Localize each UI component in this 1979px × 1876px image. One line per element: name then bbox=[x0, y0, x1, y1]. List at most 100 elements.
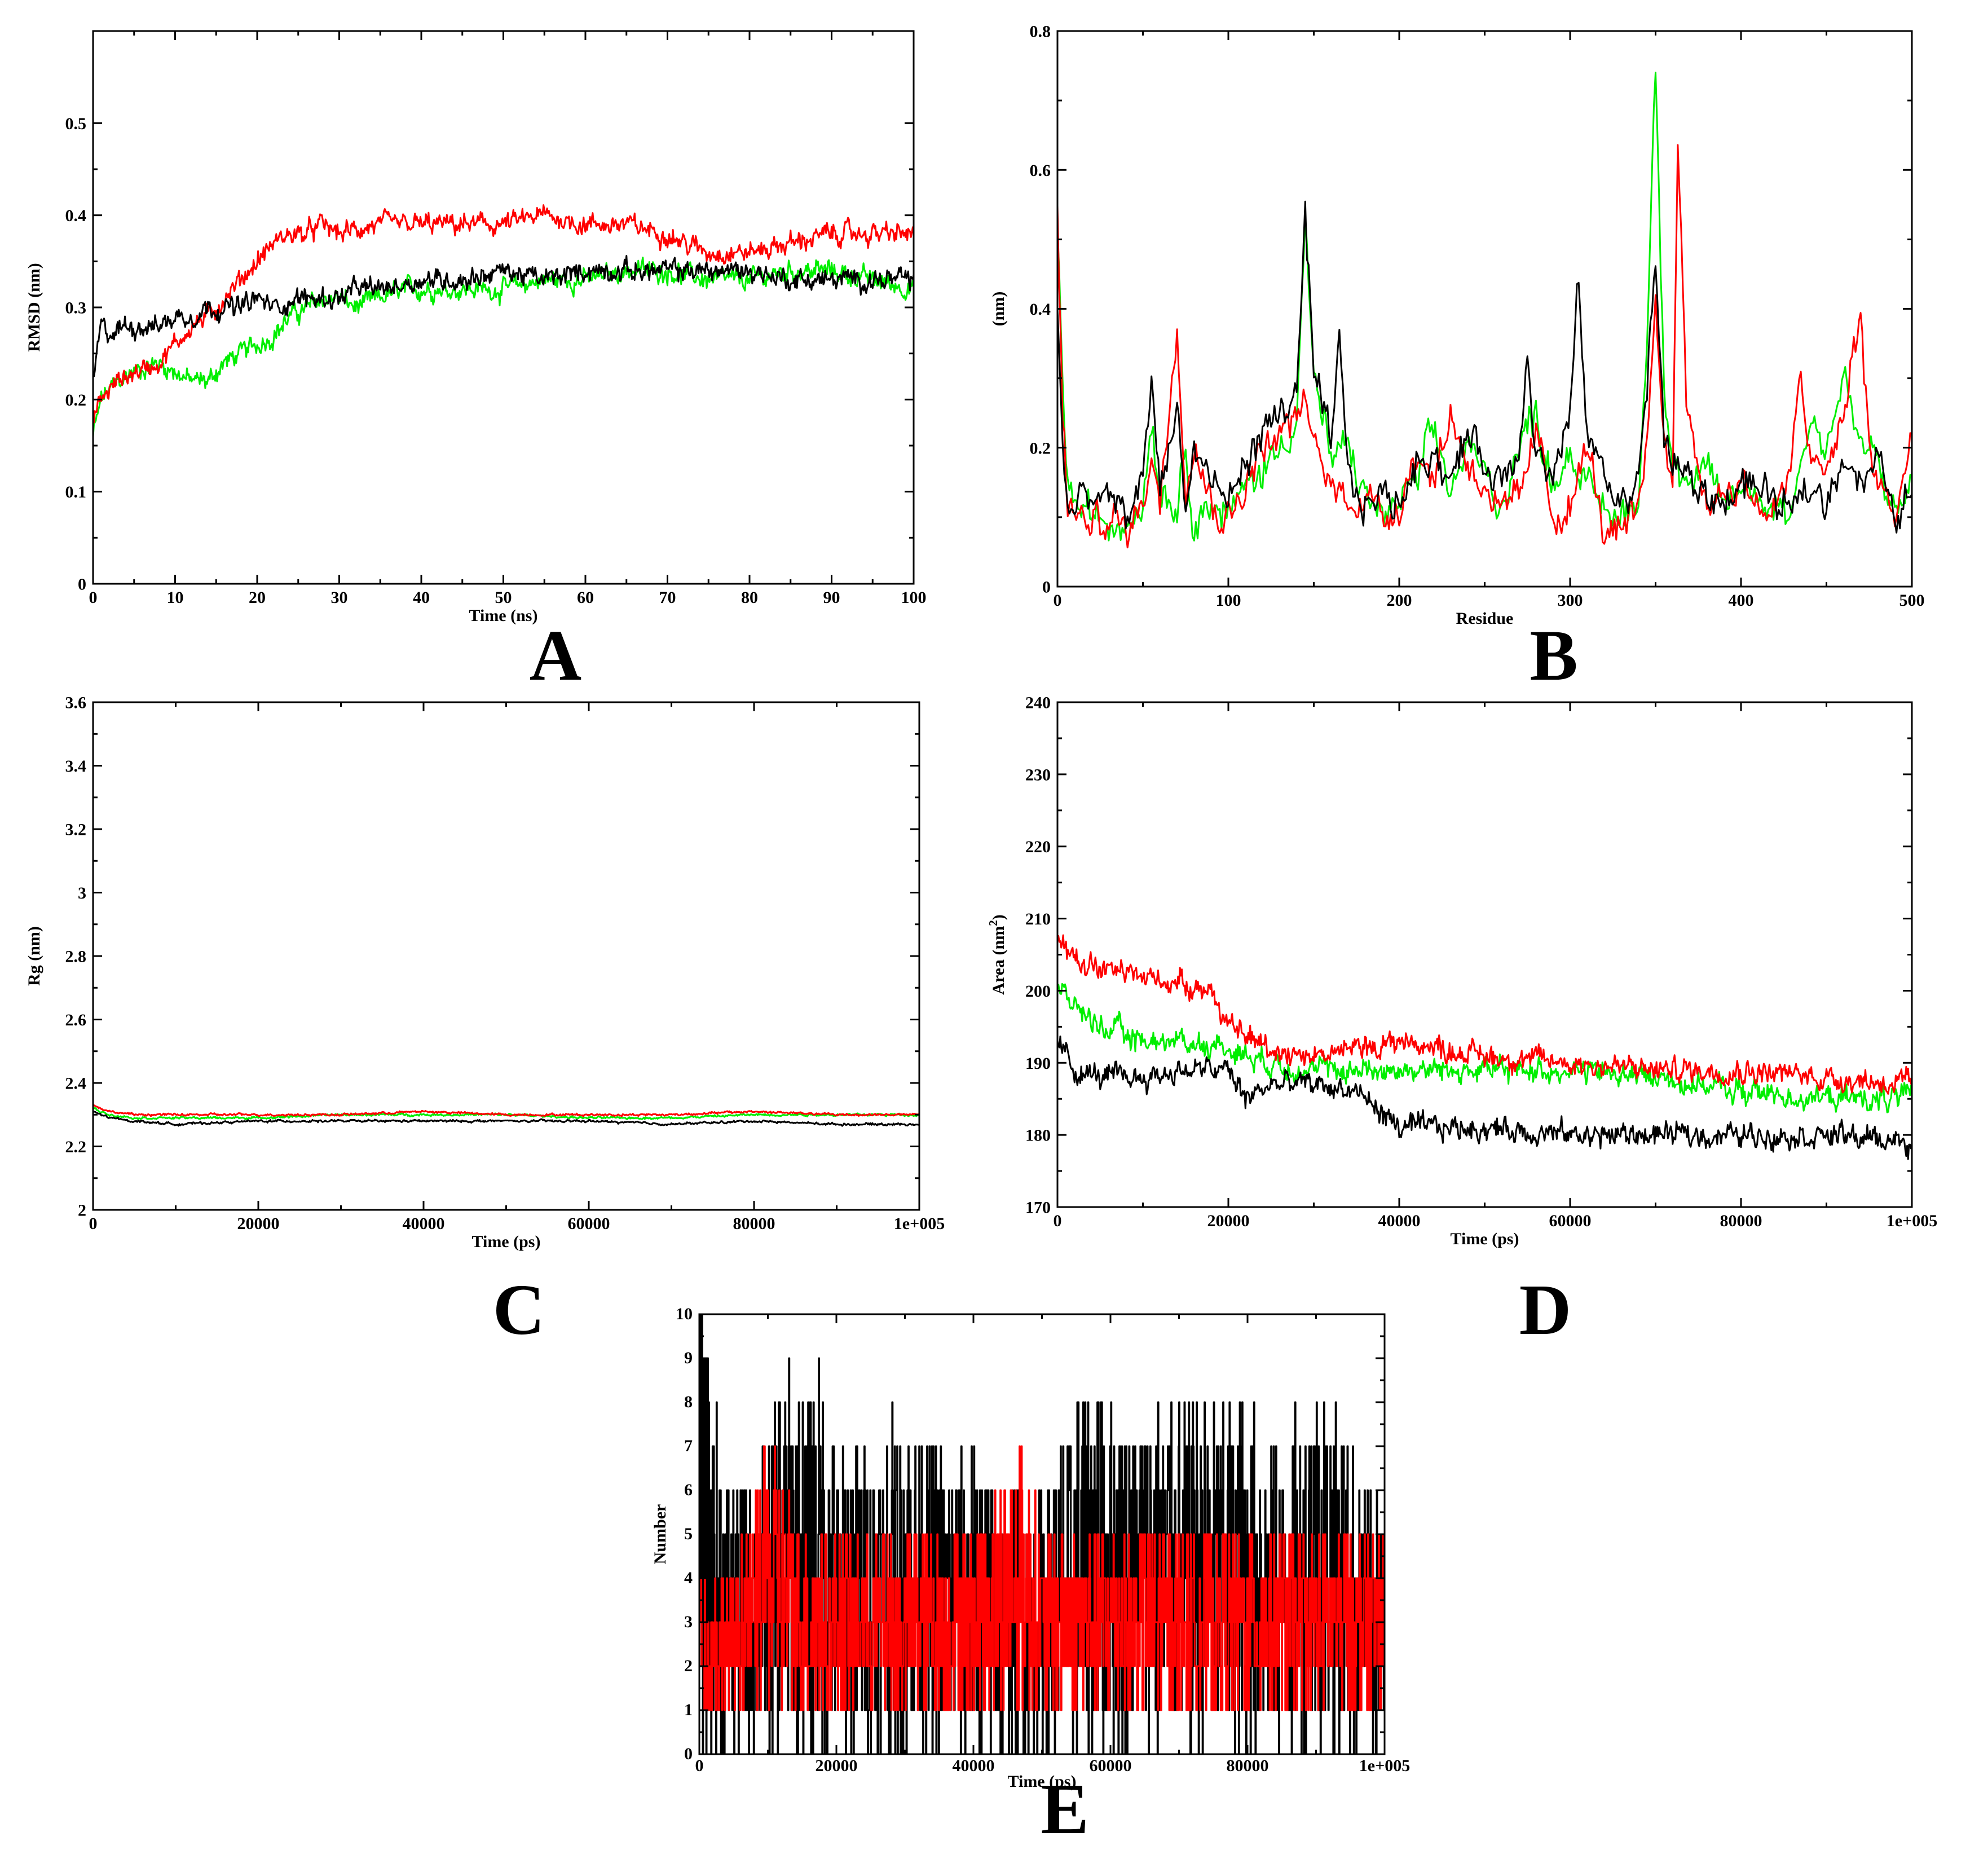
y-tick-label: 190 bbox=[1025, 1054, 1051, 1073]
x-axis-label: Residue bbox=[1456, 609, 1514, 628]
y-axis-label-suffix: ) bbox=[989, 914, 1008, 920]
x-tick-label: 40000 bbox=[403, 1214, 445, 1233]
panel-label-a: A bbox=[530, 615, 581, 695]
y-tick-label: 2 bbox=[78, 1201, 86, 1220]
y-axis-label: (nm) bbox=[989, 292, 1008, 327]
y-tick-label: 2.6 bbox=[65, 1011, 87, 1029]
panel-c-chart: 0 20000 40000 60000 80000 1e+005 2 2.2 2.4 2.6 2.8… bbox=[25, 694, 945, 1252]
panel-label-c: C bbox=[493, 1270, 545, 1350]
x-tick-label: 60000 bbox=[1549, 1212, 1592, 1230]
x-tick-label: 0 bbox=[1054, 1212, 1062, 1230]
x-axis-label: Time (ps) bbox=[1451, 1230, 1519, 1248]
y-tick-label: 4 bbox=[684, 1569, 693, 1587]
series-line-1 bbox=[1057, 72, 1912, 541]
x-axis-label: Time (ps) bbox=[472, 1232, 541, 1251]
x-tick-label: 40000 bbox=[953, 1756, 995, 1775]
y-axis-label: Area (nm2) bbox=[986, 914, 1008, 994]
y-tick-label: 0.1 bbox=[65, 483, 87, 501]
y-tick-label: 0 bbox=[1042, 578, 1051, 597]
x-tick-label: 0 bbox=[695, 1756, 704, 1775]
x-tick-label: 50 bbox=[495, 588, 512, 607]
y-tick-label: 6 bbox=[684, 1481, 693, 1499]
series-line-3 bbox=[1057, 200, 1912, 534]
y-tick-label: 3 bbox=[684, 1613, 693, 1631]
panel-label-e: E bbox=[1041, 1769, 1088, 1849]
y-tick-label: 0 bbox=[684, 1745, 693, 1763]
y-tick-label: 0.6 bbox=[1030, 161, 1051, 180]
plot-area bbox=[1057, 934, 1912, 1160]
y-tick-label: 0.5 bbox=[65, 115, 87, 133]
x-tick-label: 300 bbox=[1558, 591, 1583, 610]
y-tick-label: 0.2 bbox=[1030, 439, 1051, 457]
x-tick-label: 90 bbox=[823, 588, 840, 607]
y-tick-label: 7 bbox=[684, 1437, 693, 1455]
y-tick-label: 8 bbox=[684, 1393, 693, 1411]
y-tick-label: 2 bbox=[684, 1657, 693, 1675]
x-tick-label: 80000 bbox=[1720, 1212, 1762, 1230]
x-tick-label: 80 bbox=[741, 588, 758, 607]
x-tick-label: 0 bbox=[1054, 591, 1062, 610]
x-tick-label: 10 bbox=[167, 588, 184, 607]
y-axis-label: RMSD (nm) bbox=[25, 263, 43, 352]
x-tick-label: 0 bbox=[89, 1214, 98, 1233]
series-line-2 bbox=[1057, 144, 1912, 549]
x-tick-label: 0 bbox=[89, 588, 98, 607]
y-tick-label: 2.4 bbox=[65, 1074, 87, 1093]
y-tick-label: 0.8 bbox=[1030, 23, 1051, 41]
series-line-2 bbox=[699, 1445, 1385, 1711]
panel-e-chart: 0 20000 40000 60000 80000 1e+005 0 1 2 3 4 5 6 7 8 9 10 T… bbox=[651, 1305, 1410, 1791]
y-tick-label: 10 bbox=[676, 1305, 693, 1323]
x-tick-label: 500 bbox=[1899, 591, 1925, 610]
series-line-3 bbox=[93, 1111, 919, 1127]
plot-frame bbox=[92, 701, 920, 1211]
y-tick-label: 230 bbox=[1025, 765, 1051, 784]
panel-label-b: B bbox=[1530, 615, 1577, 695]
x-tick-label: 20000 bbox=[816, 1756, 858, 1775]
y-tick-label: 0.3 bbox=[65, 299, 87, 318]
x-tick-label: 40 bbox=[413, 588, 430, 607]
x-tick-label: 200 bbox=[1387, 591, 1412, 610]
y-tick-label: 220 bbox=[1025, 838, 1051, 856]
x-axis-label: Time (ps) bbox=[1008, 1772, 1077, 1791]
x-tick-label: 100 bbox=[901, 588, 927, 607]
panel-a-chart: 0 10 20 30 40 50 60 70 80 90 100 0 0.1 0.2 0.3 0.4 0.5 Ti… bbox=[25, 30, 927, 625]
plot-area bbox=[93, 204, 914, 437]
y-axis-label: Rg (nm) bbox=[25, 926, 43, 986]
plot-area bbox=[1057, 72, 1912, 549]
y-tick-label: 200 bbox=[1025, 982, 1051, 1001]
x-tick-label: 80000 bbox=[1227, 1756, 1269, 1775]
x-tick-label: 20000 bbox=[1207, 1212, 1250, 1230]
y-tick-label: 170 bbox=[1025, 1199, 1051, 1217]
x-tick-label: 30 bbox=[331, 588, 348, 607]
x-tick-label: 400 bbox=[1729, 591, 1754, 610]
y-tick-label: 240 bbox=[1025, 694, 1051, 712]
series-line-3 bbox=[93, 254, 914, 377]
series-line-1 bbox=[1057, 983, 1912, 1113]
y-tick-label: 210 bbox=[1025, 910, 1051, 928]
x-tick-label: 1e+005 bbox=[894, 1214, 945, 1233]
x-tick-label: 20 bbox=[249, 588, 266, 607]
y-tick-label: 1 bbox=[684, 1701, 693, 1719]
x-tick-label: 100 bbox=[1216, 591, 1241, 610]
y-tick-label: 0.4 bbox=[65, 206, 87, 225]
x-tick-label: 70 bbox=[659, 588, 676, 607]
plot-area bbox=[699, 1314, 1385, 1754]
y-axis-label: Number bbox=[651, 1504, 669, 1565]
x-tick-label: 60 bbox=[577, 588, 594, 607]
series-line-3 bbox=[1057, 1035, 1912, 1160]
series-line-2 bbox=[1057, 934, 1912, 1095]
panel-d-chart: 0 20000 40000 60000 80000 1e+005 170 180 190 200 2… bbox=[986, 694, 1937, 1249]
y-tick-label: 2.2 bbox=[65, 1138, 87, 1156]
y-tick-label: 0 bbox=[78, 575, 86, 594]
y-tick-label: 3 bbox=[78, 884, 86, 902]
y-tick-label: 180 bbox=[1025, 1126, 1051, 1145]
x-tick-label: 20000 bbox=[237, 1214, 280, 1233]
series-line-2 bbox=[93, 204, 914, 424]
x-tick-label: 1e+005 bbox=[1887, 1212, 1937, 1230]
y-tick-label: 5 bbox=[684, 1525, 693, 1543]
y-axis-label-superscript: 2 bbox=[986, 920, 1000, 926]
x-tick-label: 60000 bbox=[1090, 1756, 1132, 1775]
y-tick-label: 3.2 bbox=[65, 821, 87, 839]
y-tick-label: 2.8 bbox=[65, 948, 87, 966]
